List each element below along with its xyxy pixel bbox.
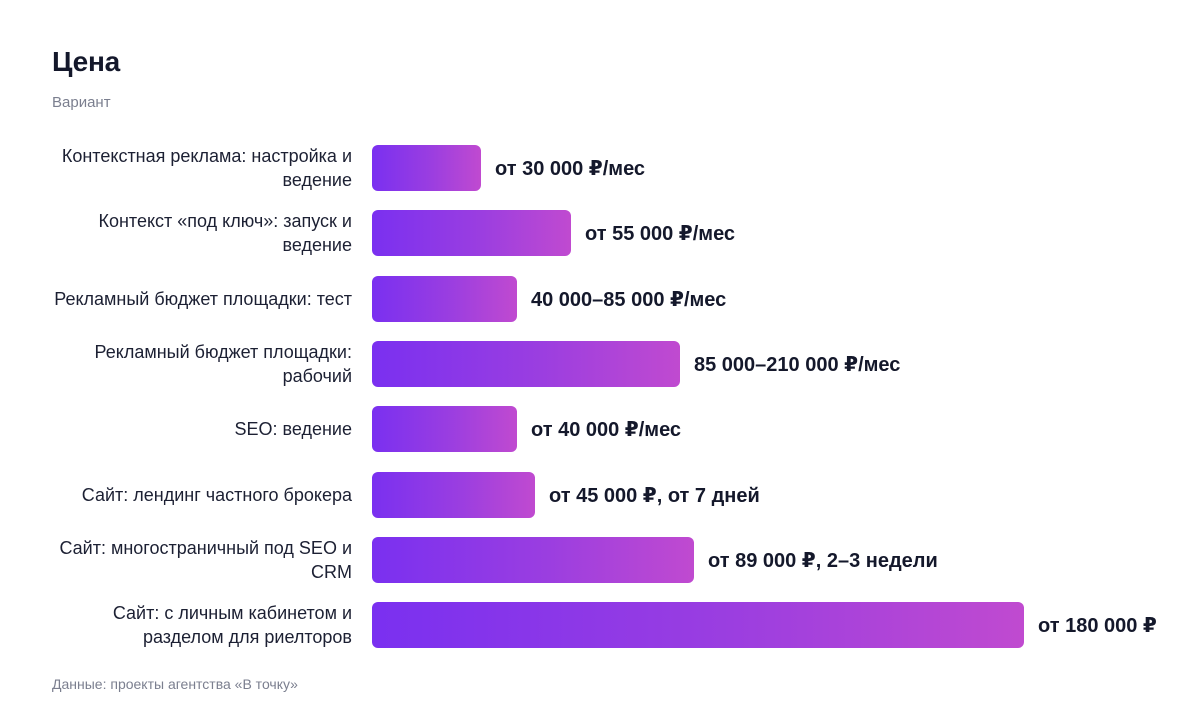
category-label: Контекстная реклама: настройка и ведение <box>61 146 352 190</box>
bar <box>372 602 1024 648</box>
category-label: SEO: ведение <box>234 419 352 439</box>
value-label: от 180 000 ₽ <box>1038 614 1157 637</box>
bar <box>372 406 517 452</box>
category-label: Сайт: многостраничный под SEO и CRM <box>59 538 352 582</box>
value-label: от 55 000 ₽/мес <box>585 222 736 245</box>
value-label: от 89 000 ₽, 2–3 недели <box>708 549 938 572</box>
chart-subtitle: Вариант <box>52 94 111 111</box>
value-label: от 40 000 ₽/мес <box>531 418 682 441</box>
chart-row: Контекст «под ключ»: запуск и ведение от … <box>0 210 1200 256</box>
chart-row: Рекламный бюджет площадки: рабочий 85 000… <box>0 341 1200 387</box>
chart-row: Сайт: лендинг частного брокера от 45 000 … <box>0 472 1200 518</box>
bar <box>372 145 481 191</box>
value-label: 85 000–210 000 ₽/мес <box>694 353 901 376</box>
value-label: 40 000–85 000 ₽/мес <box>531 288 727 311</box>
chart-row: Сайт: многостраничный под SEO и CRM от 89… <box>0 537 1200 583</box>
chart-footnote: Данные: проекты агентства «В точку» <box>52 676 298 692</box>
chart-row: Сайт: с личным кабинетом и разделом для … <box>0 602 1200 648</box>
category-label: Рекламный бюджет площадки: тест <box>54 289 352 309</box>
chart-title: Цена <box>52 46 121 77</box>
category-label: Сайт: лендинг частного брокера <box>81 485 352 505</box>
bar <box>372 341 680 387</box>
category-label: Сайт: с личным кабинетом и разделом для … <box>112 603 352 647</box>
chart-row: Контекстная реклама: настройка и ведение… <box>0 145 1200 191</box>
bar <box>372 276 517 322</box>
bar <box>372 210 571 256</box>
bar <box>372 472 535 518</box>
chart-row: SEO: ведение от 40 000 ₽/мес <box>0 406 1200 452</box>
category-label: Контекст «под ключ»: запуск и ведение <box>98 211 352 255</box>
chart-row: Рекламный бюджет площадки: тест 40 000–85… <box>0 276 1200 322</box>
value-label: от 45 000 ₽, от 7 дней <box>549 484 760 507</box>
value-label: от 30 000 ₽/мес <box>495 157 646 180</box>
category-label: Рекламный бюджет площадки: рабочий <box>94 342 352 386</box>
bar <box>372 537 694 583</box>
